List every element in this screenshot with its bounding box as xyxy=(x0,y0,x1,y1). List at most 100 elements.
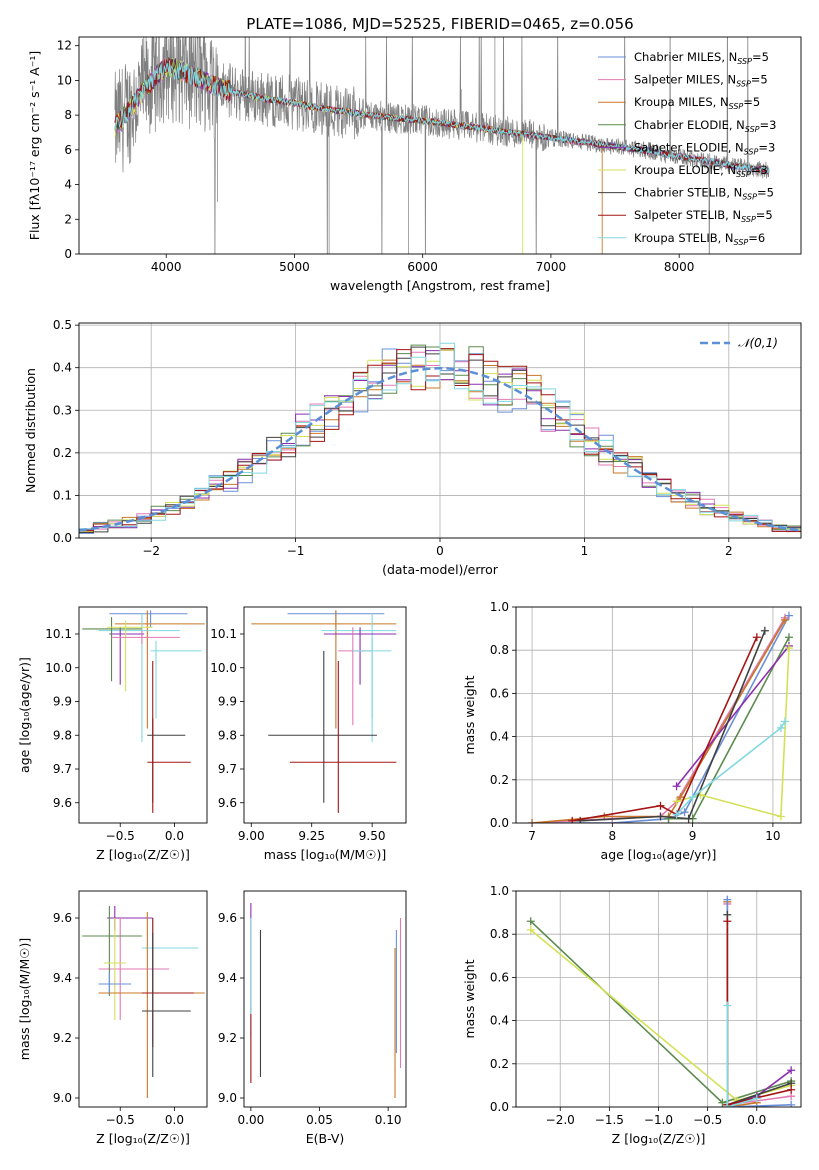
errorbar-point xyxy=(141,918,199,993)
plot-area xyxy=(82,610,205,813)
x-axis-label: wavelength [Angstrom, rest frame] xyxy=(330,278,550,293)
y-tick-label: 9.6 xyxy=(53,796,72,810)
x-tick-label: 0 xyxy=(436,544,444,558)
x-tick-label: 7 xyxy=(528,829,536,843)
x-tick-label: 2 xyxy=(725,544,733,558)
legend-entry: Salpeter ELODIE, NSSP=3 xyxy=(634,140,775,156)
legend-entry: Chabrier STELIB, NSSP=5 xyxy=(634,186,774,202)
panel-7: −2.0 −1.5 −1.0 −0.5 0.0 0.0 0.2 0.4 0.6 0.8 1.0 Z [… xyxy=(462,884,802,1146)
marker xyxy=(723,917,732,926)
errorbar-point xyxy=(323,627,397,685)
marker xyxy=(787,1085,796,1094)
figure-title: PLATE=1086, MJD=52525, FIBERID=0465, z=0… xyxy=(246,15,633,33)
y-tick-label: 0.4 xyxy=(490,1014,509,1028)
marker xyxy=(526,925,535,934)
x-axis-label: Z [log₁₀(Z/Z☉)] xyxy=(612,1131,706,1146)
mass-weight-line-salpeter_elodie xyxy=(675,645,790,787)
axes-frame xyxy=(78,890,208,1108)
mass-weight-line-salpeter_miles xyxy=(532,617,786,823)
marker xyxy=(528,819,537,823)
axes-frame xyxy=(243,606,407,824)
y-tick-label: 0.8 xyxy=(490,643,509,657)
plot-area xyxy=(79,342,801,538)
y-tick-label: 12 xyxy=(57,39,72,53)
axes-frame xyxy=(78,322,802,539)
axes-frame xyxy=(515,890,802,1108)
panel-6: 0.00 0.05 0.10 9.0 9.2 9.4 9.6 E(B-V) xyxy=(218,890,407,1146)
errorbar-point xyxy=(111,630,180,645)
x-tick-label: 5000 xyxy=(279,260,310,274)
x-tick-label: 6000 xyxy=(407,260,438,274)
marker xyxy=(776,723,785,732)
y-tick-label: 0.0 xyxy=(490,816,509,830)
x-tick-label: −0.5 xyxy=(693,1113,722,1127)
y-tick-label: 0.2 xyxy=(490,1057,509,1071)
marker xyxy=(752,633,761,642)
histogram-kroupa_stelib xyxy=(79,342,801,538)
marker xyxy=(787,1066,796,1075)
legend-entry: Kroupa ELODIE, NSSP=3 xyxy=(634,163,768,179)
legend-entry: Kroupa STELIB, NSSP=6 xyxy=(634,231,765,247)
x-tick-label: 0.0 xyxy=(747,1113,766,1127)
errorbar-point xyxy=(98,613,180,742)
x-tick-label: −0.5 xyxy=(106,829,135,843)
legend-entry: Salpeter STELIB, NSSP=5 xyxy=(634,208,773,224)
mass-weight-line-chabrier_stelib xyxy=(726,914,792,1106)
errorbar-point xyxy=(98,918,170,1020)
x-axis-label: Z [log₁₀(Z/Z☉)] xyxy=(96,1131,190,1146)
y-tick-label: 9.0 xyxy=(53,1091,72,1105)
y-tick-label: 9.2 xyxy=(218,1031,237,1045)
y-tick-label: 1.0 xyxy=(490,884,509,898)
errorbar-point xyxy=(321,613,397,742)
y-tick-label: 9.9 xyxy=(53,695,72,709)
mass-weight-line-kroupa_elodie xyxy=(530,929,792,1102)
marker xyxy=(684,814,693,823)
x-tick-label: −1 xyxy=(287,544,305,558)
y-tick-label: 10.1 xyxy=(210,627,237,641)
x-tick-label: 10 xyxy=(765,829,780,843)
legend: 𝒩(0,1) xyxy=(700,336,778,350)
y-tick-label: 0 xyxy=(64,247,72,261)
errorbar-point xyxy=(109,610,188,628)
y-tick-label: 0.6 xyxy=(490,686,509,700)
errorbar-point xyxy=(114,610,205,729)
y-tick-label: 9.6 xyxy=(53,911,72,925)
panel-5: −0.5 0.0 9.0 9.2 9.4 9.6 Z [log₁₀(Z/Z☉)] mass [… xyxy=(17,890,208,1146)
legend-entry: Kroupa MILES, NSSP=5 xyxy=(634,95,760,111)
y-tick-label: 10 xyxy=(57,73,72,87)
marker xyxy=(723,895,732,904)
y-tick-label: 9.4 xyxy=(53,971,72,985)
y-tick-label: 0.4 xyxy=(53,361,72,375)
marker xyxy=(784,644,793,653)
errorbar-point xyxy=(289,661,397,813)
marker xyxy=(688,793,697,802)
marker xyxy=(576,816,585,823)
errorbar-point xyxy=(103,918,126,1020)
y-tick-label: 0.0 xyxy=(53,531,72,545)
legend-entry: Chabrier MILES, NSSP=5 xyxy=(634,50,769,66)
marker xyxy=(718,1098,727,1107)
y-tick-label: 8 xyxy=(64,108,72,122)
panels: 4000 5000 6000 7000 8000024681012wavelength … xyxy=(17,36,802,1146)
x-tick-label: 0.00 xyxy=(238,1113,265,1127)
panel-1: −2 −1 0 1 2 0.0 0.1 0.2 0.3 0.4 0.5 (data-model)/er… xyxy=(23,318,802,577)
mass-weight-line-chabrier_elodie xyxy=(530,920,792,1104)
y-tick-label: 10.0 xyxy=(210,661,237,675)
y-tick-label: 9.2 xyxy=(53,1031,72,1045)
legend-entry: 𝒩(0,1) xyxy=(738,336,778,350)
plot-area xyxy=(528,611,793,823)
x-tick-label: 9 xyxy=(689,829,697,843)
marker xyxy=(680,808,689,817)
marker xyxy=(656,801,665,810)
mass-weight-line-chabrier_miles xyxy=(726,899,792,1107)
x-tick-label: 7000 xyxy=(536,260,567,274)
marker xyxy=(780,615,789,624)
y-axis-label: Flux [fλ10⁻¹⁷ erg cm⁻² s⁻¹ A⁻¹] xyxy=(27,51,42,240)
legend-entry: Chabrier ELODIE, NSSP=3 xyxy=(634,118,776,134)
x-tick-label: 4000 xyxy=(151,260,182,274)
y-axis-label: mass weight xyxy=(462,675,477,754)
panel-2: −0.5 0.0 9.6 9.7 9.8 9.9 10.0 10.1 Z [log₁₀(Z/Z☉… xyxy=(17,606,208,862)
y-tick-label: 9.4 xyxy=(218,971,237,985)
y-axis-label: age [log₁₀(age/yr)] xyxy=(17,657,32,773)
errorbar-point xyxy=(107,906,153,930)
